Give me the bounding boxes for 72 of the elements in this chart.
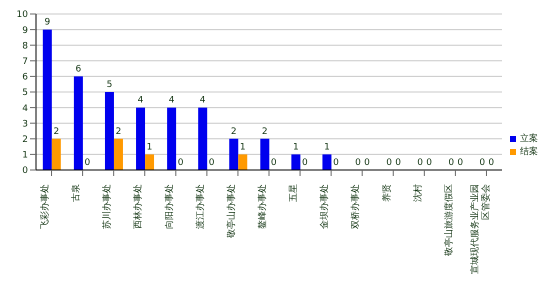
data-label: 1 — [324, 142, 330, 152]
data-label: 1 — [293, 142, 299, 152]
data-label: 0 — [395, 158, 402, 168]
data-label: 1 — [146, 142, 152, 152]
data-label: 6 — [76, 64, 82, 74]
bar — [322, 154, 332, 170]
data-label: 5 — [106, 80, 112, 90]
data-label: 0 — [386, 158, 392, 168]
bar — [52, 138, 61, 170]
y-tick-label: 8 — [22, 41, 28, 52]
data-label: 4 — [168, 96, 175, 106]
data-label: 0 — [270, 158, 277, 168]
data-label: 0 — [84, 158, 91, 168]
y-tick-label: 6 — [22, 72, 28, 83]
bar — [42, 30, 52, 170]
data-label: 0 — [457, 158, 464, 168]
legend-label: 立案 — [520, 134, 538, 144]
x-tick-label: 五星 — [288, 184, 300, 202]
data-label: 2 — [53, 126, 60, 137]
x-tick-label: 古泉 — [70, 184, 82, 202]
data-label: 1 — [240, 142, 246, 152]
data-label: 2 — [262, 126, 268, 137]
bar — [145, 154, 154, 170]
x-tick-label: 宣城现代服务业产业园区管委会 — [469, 184, 492, 274]
y-tick-label: 2 — [22, 134, 28, 145]
bar — [260, 138, 270, 170]
data-label: 9 — [44, 18, 50, 28]
x-tick-label: 敬亭山旅游度假区 — [443, 184, 454, 256]
x-tick-label: 渡江办事处 — [194, 184, 206, 229]
x-tick-label: 西林办事处 — [132, 184, 144, 229]
y-tick-label: 1 — [22, 150, 28, 161]
x-tick-label: 苏川办事处 — [102, 184, 113, 229]
data-label: 0 — [364, 158, 370, 168]
data-label: 4 — [200, 96, 206, 106]
data-label: 0 — [448, 158, 454, 168]
x-tick-label: 敬亭山办事处 — [226, 184, 237, 238]
data-label: 0 — [355, 158, 362, 168]
bar — [114, 138, 123, 170]
bar — [229, 138, 238, 170]
bar — [104, 92, 114, 170]
data-label: 0 — [302, 158, 308, 168]
bar — [167, 108, 176, 170]
data-label: 0 — [488, 158, 494, 168]
bar — [136, 108, 146, 170]
data-label: 2 — [230, 126, 237, 137]
y-tick-label: 4 — [22, 104, 28, 114]
x-tick-label: 沈村 — [412, 184, 424, 202]
y-tick-label: 7 — [22, 56, 28, 67]
data-label: 0 — [417, 158, 424, 168]
y-tick-label: 0 — [22, 166, 28, 176]
data-label: 0 — [333, 158, 340, 168]
bar — [238, 154, 248, 170]
data-label: 0 — [479, 158, 486, 168]
y-tick-label: 10 — [16, 10, 28, 20]
data-label: 0 — [178, 158, 184, 168]
y-tick-label: 3 — [22, 119, 28, 130]
x-tick-label: 飞彩办事处 — [40, 184, 51, 229]
x-tick-label: 鳌峰办事处 — [257, 184, 268, 229]
data-label: 0 — [426, 158, 432, 168]
data-label: 4 — [138, 96, 144, 106]
x-tick-label: 金坝办事处 — [319, 184, 330, 229]
x-tick-label: 养贤 — [381, 184, 392, 202]
data-label: 2 — [116, 126, 122, 137]
y-tick-label: 9 — [22, 26, 28, 36]
data-label: 0 — [208, 158, 215, 168]
bar — [291, 154, 300, 170]
bar — [74, 76, 83, 170]
bar — [198, 108, 208, 170]
legend-label: 结案 — [520, 147, 538, 157]
x-tick-label: 双桥办事处 — [350, 184, 362, 229]
x-tick-label: 向阳办事处 — [164, 184, 175, 229]
y-tick-label: 5 — [22, 88, 28, 98]
